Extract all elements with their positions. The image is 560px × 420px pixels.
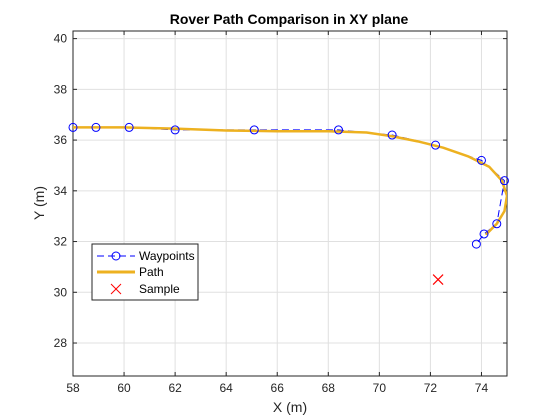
y-tick-label: 32 (54, 235, 68, 249)
y-axis-title: Y (m) (31, 186, 47, 220)
y-tick-label: 40 (54, 32, 68, 46)
waypoint-marker (471, 239, 481, 249)
y-tick-label: 30 (54, 285, 68, 299)
x-tick-label: 64 (219, 381, 233, 395)
x-tick-label: 70 (373, 381, 387, 395)
waypoint-marker (476, 155, 486, 165)
path-line (73, 126, 507, 236)
waypoint-marker (124, 122, 134, 132)
y-tick-label: 36 (54, 133, 68, 147)
x-axis-title: X (m) (273, 399, 307, 415)
axis-ticks: 58 60 62 64 66 68 70 72 74 28 30 32 34 36 38 40 (54, 31, 507, 395)
waypoint-marker (334, 125, 344, 135)
legend-label-waypoints: Waypoints (139, 249, 195, 263)
legend-sample-marker (110, 283, 122, 295)
waypoint-marker (170, 125, 180, 135)
legend-waypoints-marker (111, 251, 121, 261)
series-layer (68, 122, 509, 286)
chart-title: Rover Path Comparison in XY plane (170, 11, 409, 27)
x-tick-label: 66 (271, 381, 285, 395)
x-tick-label: 60 (117, 381, 131, 395)
y-tick-label: 28 (54, 336, 68, 350)
waypoint-marker (68, 122, 78, 132)
waypoint-marker (431, 140, 441, 150)
waypoint-marker (479, 229, 489, 239)
waypoint-marker (249, 125, 259, 135)
x-tick-label: 62 (168, 381, 182, 395)
y-tick-label: 34 (54, 184, 68, 198)
grid-lines (72, 31, 507, 376)
y-tick-label: 38 (54, 82, 68, 96)
waypoint-marker (492, 219, 502, 229)
plot-area (72, 30, 508, 377)
sample-marker (432, 274, 444, 286)
x-tick-label: 58 (66, 381, 80, 395)
legend: Waypoints Path Sample (91, 243, 199, 301)
x-tick-label: 72 (424, 381, 438, 395)
waypoint-marker (91, 122, 101, 132)
x-tick-label: 68 (322, 381, 336, 395)
waypoint-marker (387, 130, 397, 140)
legend-label-sample: Sample (139, 282, 180, 296)
legend-label-path: Path (139, 265, 164, 279)
x-tick-label: 74 (475, 381, 489, 395)
waypoint-marker (499, 176, 509, 186)
